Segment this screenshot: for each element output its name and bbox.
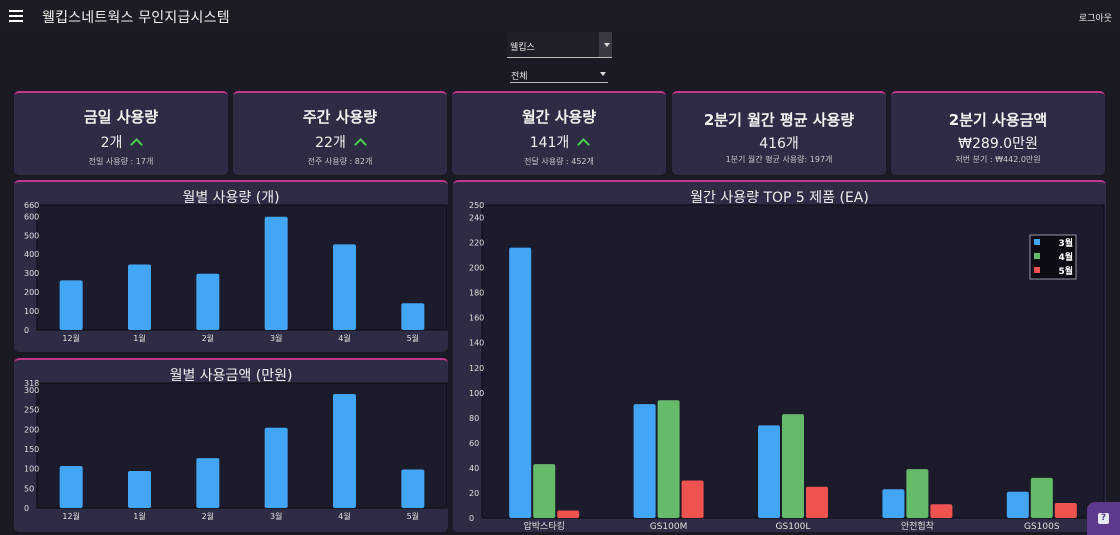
trend-up-icon (130, 138, 144, 151)
chevron-down-icon (600, 71, 606, 76)
card-title: 2분기 월간 평균 사용량 (703, 111, 855, 129)
top-app-bar: 웰킵스네트웍스 무인지급시스템 로그아웃 (0, 0, 1120, 32)
card-quarter-amount: 2분기 사용금액 ₩289.0만원 저번 분기 : ₩442.0만원 (891, 91, 1105, 175)
help-button[interactable]: ? (1087, 502, 1120, 535)
card-subtext: 전달 사용량 : 452개 (524, 157, 594, 166)
card-subtext: 전주 사용량 : 82개 (307, 157, 373, 166)
card-subtext: 저번 분기 : ₩442.0만원 (955, 155, 1041, 164)
scope-select-value: 전체 (511, 72, 528, 82)
card-monthly-usage: 월간 사용량 141개 전달 사용량 : 452개 (452, 91, 666, 175)
chart-title: 월간 사용량 TOP 5 제품 (EA) (690, 190, 869, 206)
card-title: 주간 사용량 (302, 108, 378, 126)
card-title: 2분기 사용금액 (948, 111, 1048, 129)
company-select[interactable]: 웰킵스 (507, 32, 612, 58)
trend-up-icon (353, 138, 367, 151)
card-quarter-avg-usage: 2분기 월간 평균 사용량 416개 1분기 월간 평균 사용량: 197개 (672, 91, 886, 175)
card-value: 416개 (759, 136, 799, 152)
panel-top5-products: 월간 사용량 TOP 5 제품 (EA) (453, 180, 1106, 532)
card-value-text: 22개 (315, 135, 346, 151)
card-subtext: 1분기 월간 평균 사용량: 197개 (725, 155, 833, 164)
app-title: 웰킵스네트웍스 무인지급시스템 (42, 10, 230, 26)
menu-icon[interactable] (9, 10, 23, 22)
card-value-text: 2개 (100, 135, 123, 151)
card-value: 141개 (452, 132, 666, 152)
panel-monthly-amount: 월별 사용금액 (만원) (14, 358, 448, 532)
card-value: 22개 (233, 132, 447, 152)
card-title: 월간 사용량 (521, 108, 597, 126)
card-value-text: 141개 (529, 135, 570, 151)
logout-button[interactable]: 로그아웃 (1078, 14, 1112, 24)
card-title: 금일 사용량 (83, 108, 159, 126)
card-weekly-usage: 주간 사용량 22개 전주 사용량 : 82개 (233, 91, 447, 175)
chevron-down-icon (604, 42, 610, 47)
chart-title: 월별 사용금액 (만원) (169, 368, 293, 384)
card-subtext: 전일 사용량 : 17개 (88, 157, 154, 166)
card-value: 2개 (14, 132, 228, 152)
scope-select[interactable]: 전체 (510, 65, 608, 83)
chart-title: 월별 사용량 (개) (182, 190, 280, 206)
panel-monthly-usage: 월별 사용량 (개) (14, 180, 448, 352)
trend-up-icon (577, 138, 591, 151)
company-select-value: 웰킵스 (510, 43, 535, 53)
help-icon: ? (1098, 513, 1109, 524)
card-value: ₩289.0만원 (958, 136, 1038, 152)
company-select-toggle[interactable] (599, 32, 612, 57)
card-daily-usage: 금일 사용량 2개 전일 사용량 : 17개 (14, 91, 228, 175)
